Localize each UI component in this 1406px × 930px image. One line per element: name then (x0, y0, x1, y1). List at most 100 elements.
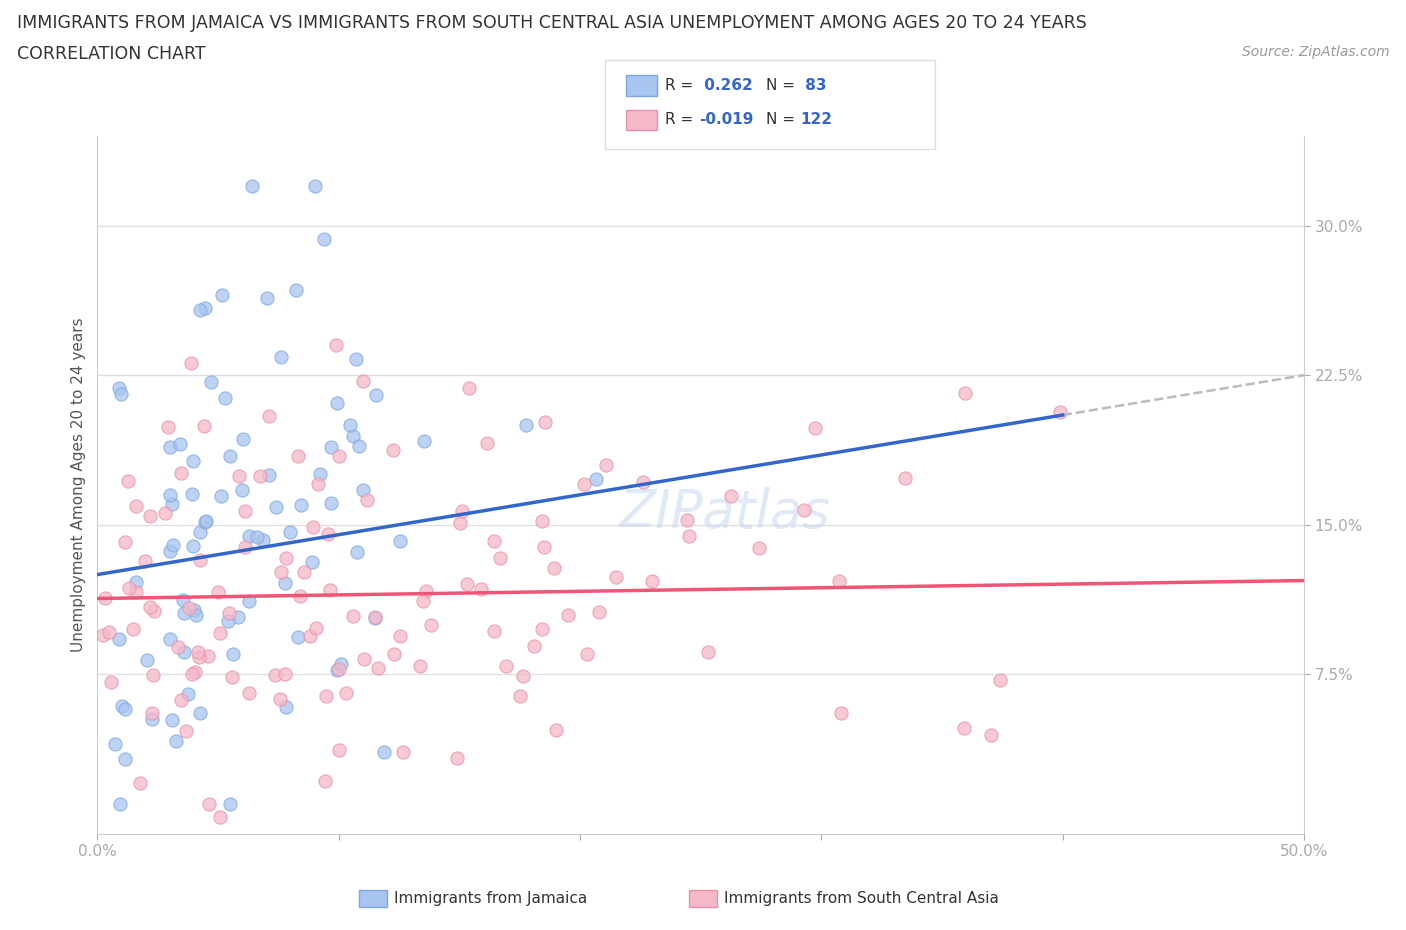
Point (456, 576, 478, 591)
Point (143, 604, 166, 618)
Point (188, 525, 211, 539)
Point (194, 514, 217, 529)
Point (188, 706, 211, 721)
Point (830, 706, 852, 721)
Point (305, 621, 328, 636)
Point (228, 469, 250, 484)
Point (231, 482, 253, 497)
Point (209, 488, 232, 503)
Point (793, 503, 815, 518)
Text: IMMIGRANTS FROM JAMAICA VS IMMIGRANTS FROM SOUTH CENTRAL ASIA UNEMPLOYMENT AMONG: IMMIGRANTS FROM JAMAICA VS IMMIGRANTS FR… (17, 14, 1087, 32)
Point (325, 338, 347, 352)
Point (678, 529, 700, 544)
Text: Immigrants from South Central Asia: Immigrants from South Central Asia (724, 891, 1000, 906)
Point (523, 638, 546, 653)
Point (219, 449, 242, 464)
Point (389, 534, 412, 549)
Point (125, 498, 148, 513)
Point (187, 644, 209, 659)
Point (208, 626, 231, 641)
Point (197, 648, 219, 663)
Point (194, 300, 217, 315)
Point (110, 386, 132, 401)
Point (319, 583, 342, 598)
Point (509, 688, 531, 703)
Point (187, 649, 209, 664)
Point (412, 594, 434, 609)
Point (342, 429, 364, 444)
Point (828, 574, 851, 589)
Point (953, 386, 976, 401)
Point (235, 503, 257, 518)
Point (534, 415, 557, 430)
Point (364, 610, 387, 625)
Point (263, 668, 285, 683)
Point (141, 668, 163, 683)
Point (179, 600, 201, 615)
Point (274, 666, 297, 681)
Point (307, 477, 329, 492)
Point (238, 685, 260, 700)
Point (159, 631, 181, 646)
Point (572, 477, 595, 492)
Point (118, 581, 141, 596)
Point (290, 497, 312, 512)
Point (314, 774, 336, 789)
Point (515, 418, 537, 432)
Point (257, 408, 280, 423)
Point (346, 544, 368, 559)
Text: N =: N = (766, 78, 800, 93)
Point (288, 589, 311, 604)
Point (274, 699, 297, 714)
Point (352, 373, 374, 388)
Point (475, 435, 498, 450)
Point (184, 665, 207, 680)
Point (252, 532, 274, 547)
Point (114, 751, 136, 766)
Point (308, 466, 330, 481)
Point (278, 525, 301, 539)
Point (470, 582, 492, 597)
Point (180, 355, 202, 370)
Point (335, 686, 357, 701)
Point (177, 686, 200, 701)
Point (214, 391, 236, 405)
Point (557, 607, 579, 622)
Point (100, 674, 122, 689)
Point (181, 487, 204, 502)
Point (226, 610, 249, 625)
Point (104, 737, 127, 752)
Point (108, 796, 131, 811)
Point (240, 179, 263, 193)
Point (159, 440, 181, 455)
Point (217, 614, 239, 629)
Point (285, 283, 308, 298)
Point (181, 667, 204, 682)
Text: N =: N = (766, 113, 800, 127)
Point (641, 574, 664, 589)
Point (122, 622, 145, 637)
Point (292, 565, 315, 579)
Point (325, 395, 347, 410)
Point (319, 496, 342, 511)
Point (894, 471, 917, 485)
Point (482, 623, 505, 638)
Point (953, 720, 976, 735)
Point (139, 509, 162, 524)
Point (543, 560, 565, 575)
Point (316, 526, 339, 541)
Point (159, 543, 181, 558)
Point (420, 618, 443, 632)
Point (1049, 405, 1071, 419)
Point (631, 474, 654, 489)
Point (209, 810, 232, 825)
Point (585, 472, 607, 487)
Point (588, 604, 610, 619)
Point (218, 605, 240, 620)
Point (446, 751, 468, 766)
Point (257, 468, 280, 483)
Point (287, 630, 309, 644)
Point (533, 539, 555, 554)
Point (125, 585, 148, 600)
Point (328, 449, 350, 464)
